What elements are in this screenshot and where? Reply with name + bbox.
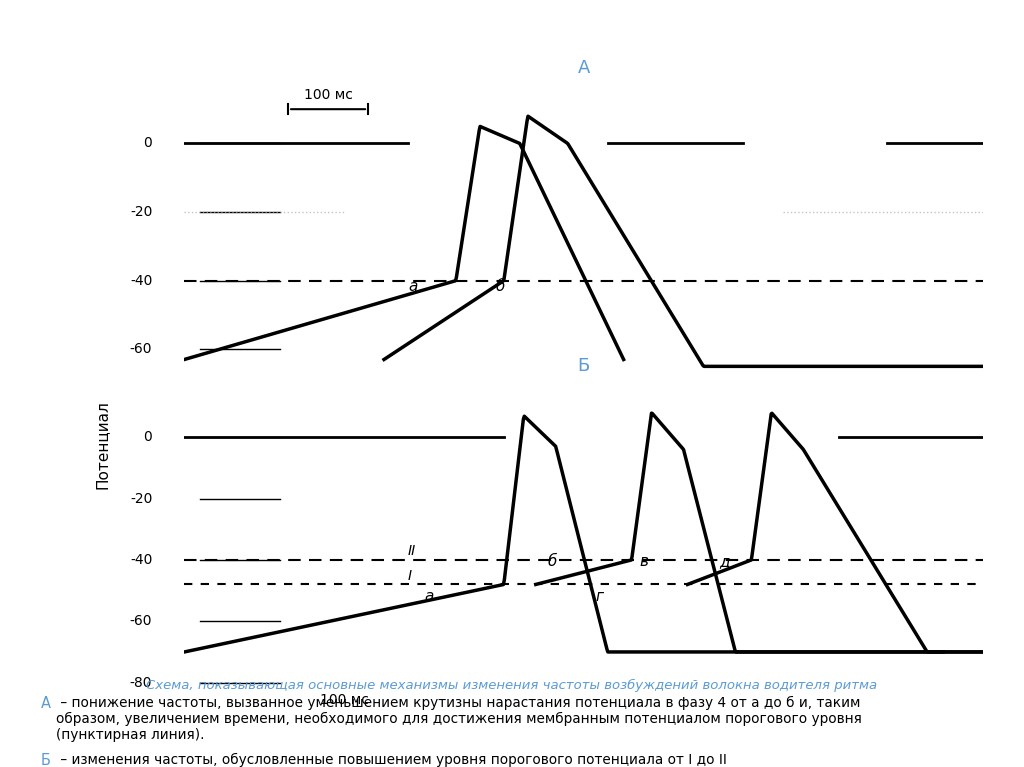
Text: 100 мс: 100 мс: [304, 88, 352, 102]
Text: -60: -60: [130, 342, 153, 356]
Text: 0: 0: [143, 430, 153, 444]
Text: в: в: [640, 554, 648, 569]
Text: -80: -80: [130, 676, 153, 690]
Text: А: А: [41, 696, 51, 711]
Text: -60: -60: [130, 614, 153, 628]
Text: Схема, показывающая основные механизмы изменения частоты возбуждений волокна вод: Схема, показывающая основные механизмы и…: [146, 679, 878, 692]
Text: – понижение частоты, вызванное уменьшением крутизны нарастания потенциала в фазу: – понижение частоты, вызванное уменьшени…: [56, 696, 862, 742]
Text: Б: Б: [41, 753, 51, 767]
Text: -40: -40: [130, 553, 153, 567]
Text: Потенциал: Потенциал: [95, 400, 110, 489]
Text: I: I: [408, 569, 412, 583]
Text: а: а: [424, 589, 433, 604]
Text: 100 мс: 100 мс: [319, 693, 369, 707]
Text: -40: -40: [130, 274, 153, 288]
Text: -20: -20: [130, 492, 153, 505]
Text: г: г: [596, 589, 604, 604]
Text: б: б: [548, 554, 557, 569]
Text: Б: Б: [578, 357, 590, 374]
Text: -20: -20: [130, 205, 153, 219]
Text: 0: 0: [143, 137, 153, 150]
Text: б: б: [496, 279, 505, 294]
Text: II: II: [408, 545, 416, 558]
Text: А: А: [578, 60, 590, 77]
Text: д: д: [720, 554, 730, 569]
Text: а: а: [408, 279, 418, 294]
Text: – изменения частоты, обусловленные повышением уровня порогового потенциала от I : – изменения частоты, обусловленные повыш…: [56, 753, 838, 767]
